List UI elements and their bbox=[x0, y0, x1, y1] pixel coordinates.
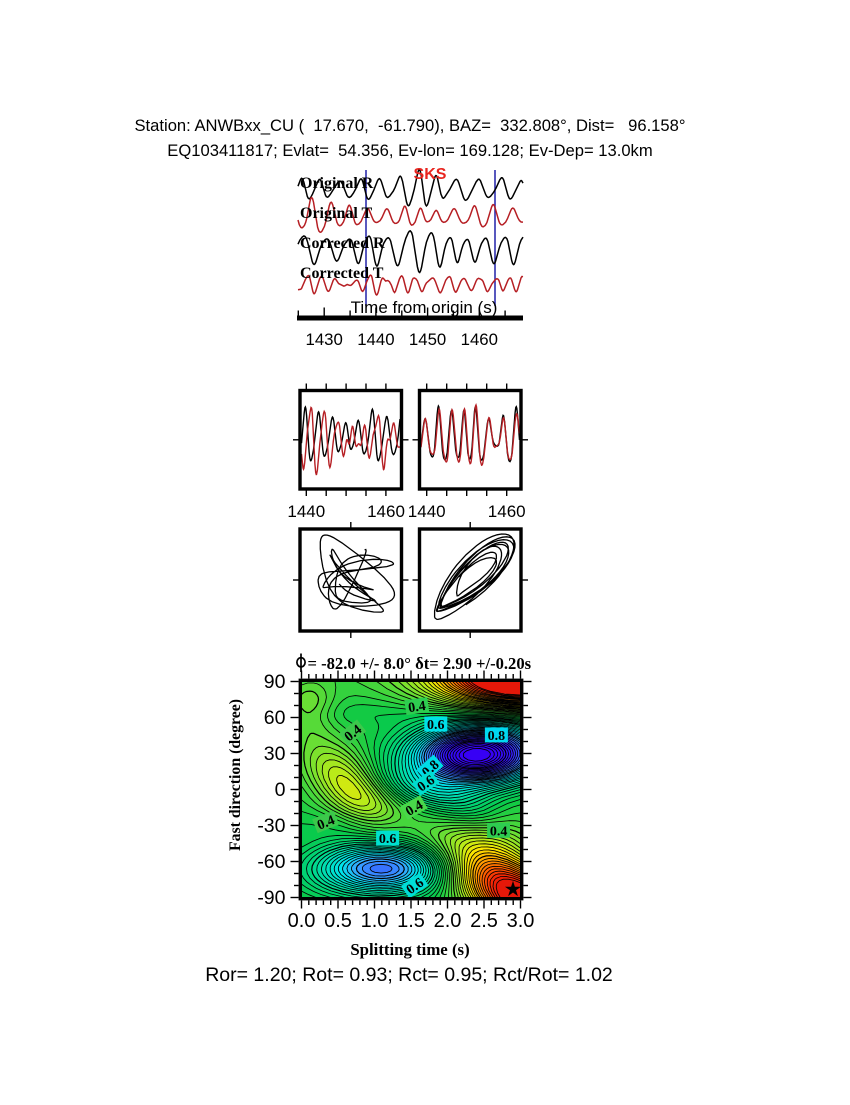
svg-text:SKS: SKS bbox=[414, 166, 447, 183]
svg-text:Time from origin (s): Time from origin (s) bbox=[351, 298, 498, 317]
svg-text:0.0: 0.0 bbox=[288, 910, 316, 932]
svg-text:Ror= 1.20; Rot= 0.93; Rct= 0.9: Ror= 1.20; Rot= 0.93; Rct= 0.95; Rct/Rot… bbox=[205, 964, 613, 986]
svg-text:Station: ANWBxx_CU ( 17.670,: Station: ANWBxx_CU ( 17.670, -61.790), B… bbox=[134, 116, 685, 135]
svg-text:-60: -60 bbox=[257, 851, 285, 873]
svg-text:Corrected T: Corrected T bbox=[300, 265, 384, 282]
svg-text:Original T: Original T bbox=[300, 205, 372, 222]
svg-text:1460: 1460 bbox=[488, 502, 526, 521]
svg-text:Fast direction (degree): Fast direction (degree) bbox=[227, 699, 244, 851]
svg-text:0.5: 0.5 bbox=[324, 910, 352, 932]
svg-text:1.5: 1.5 bbox=[397, 910, 425, 932]
svg-text:Corrected R: Corrected R bbox=[300, 235, 385, 252]
svg-text:0: 0 bbox=[275, 779, 286, 801]
svg-text:30: 30 bbox=[264, 743, 286, 765]
svg-text:1.0: 1.0 bbox=[361, 910, 389, 932]
svg-text:3.0: 3.0 bbox=[507, 910, 535, 932]
svg-text:Splitting time (s): Splitting time (s) bbox=[350, 940, 469, 959]
svg-text:1450: 1450 bbox=[409, 330, 446, 349]
svg-text:90: 90 bbox=[264, 671, 286, 693]
svg-text:Original R: Original R bbox=[300, 175, 374, 192]
svg-text:1440: 1440 bbox=[287, 502, 325, 521]
svg-text:1460: 1460 bbox=[367, 502, 405, 521]
svg-text:0.4: 0.4 bbox=[407, 699, 426, 716]
svg-text:0.6: 0.6 bbox=[427, 718, 445, 733]
svg-text:0.6: 0.6 bbox=[379, 832, 397, 847]
svg-text:1430: 1430 bbox=[306, 330, 343, 349]
svg-text:0.4: 0.4 bbox=[490, 824, 508, 839]
svg-text:= -82.0 +/- 8.0° δt= 2.90 +/-0: = -82.0 +/- 8.0° δt= 2.90 +/-0.20s bbox=[308, 654, 532, 673]
svg-text:0.4: 0.4 bbox=[315, 813, 337, 833]
svg-text:1440: 1440 bbox=[357, 330, 394, 349]
svg-text:1440: 1440 bbox=[408, 502, 446, 521]
svg-text:1460: 1460 bbox=[461, 330, 498, 349]
svg-text:2.0: 2.0 bbox=[434, 910, 462, 932]
svg-text:-30: -30 bbox=[257, 815, 285, 837]
svg-text:2.5: 2.5 bbox=[470, 910, 498, 932]
svg-text:0.8: 0.8 bbox=[488, 729, 506, 744]
svg-text:EQ103411817; Evlat= 54.356, E: EQ103411817; Evlat= 54.356, Ev-lon= 169.… bbox=[167, 141, 652, 160]
svg-text:-90: -90 bbox=[257, 887, 285, 909]
svg-text:60: 60 bbox=[264, 707, 286, 729]
